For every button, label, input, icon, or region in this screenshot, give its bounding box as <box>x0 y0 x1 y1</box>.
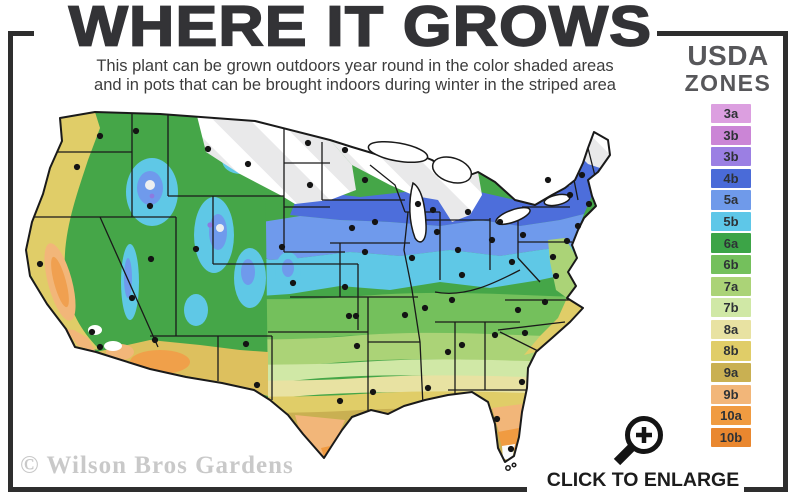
zone-swatch-label: 3a <box>723 106 739 122</box>
zone-swatch-3b-1: 3b <box>711 125 751 145</box>
zone-swatch-5a-4: 5a <box>711 190 751 210</box>
us-outline <box>25 111 611 463</box>
frame-border-bottom-right-stub <box>744 487 788 492</box>
zone-swatch-6b-7: 6b <box>711 255 751 275</box>
zone-legend: 3a 3b 3b 4b 5a 5b 6a 6b 7a 7b 8a 8b 9a 9b 10a 10b <box>711 104 751 447</box>
zone-swatch-10b-15: 10b <box>711 427 751 447</box>
subtitle: This plant can be grown outdoors year ro… <box>40 57 670 95</box>
zone-swatch-8a-10: 8a <box>711 319 751 339</box>
page-title: WHERE IT GROWS <box>67 0 652 59</box>
watermark: © Wilson Bros Gardens <box>20 452 294 479</box>
city-dots <box>36 127 593 453</box>
zone-swatch-label: 9a <box>723 365 739 381</box>
zone-swatch-label: 10b <box>719 429 743 445</box>
zone-swatch-7b-9: 7b <box>711 298 751 318</box>
great-lakes <box>367 140 571 471</box>
legend-heading: USDA ZONES <box>676 42 780 95</box>
zone-swatch-9b-13: 9b <box>711 384 751 404</box>
zone-swatch-label: 6a <box>723 235 739 251</box>
frame-border-top-left-stub <box>8 31 34 36</box>
subtitle-line-2: and in pots that can be brought indoors … <box>94 76 616 94</box>
zone-swatch-3a-0: 3a <box>711 104 751 124</box>
zone-swatch-label: 3b <box>723 149 739 165</box>
legend-heading-usda: USDA <box>687 40 769 71</box>
zone-swatch-9a-12: 9a <box>711 362 751 383</box>
subtitle-line-1: This plant can be grown outdoors year ro… <box>96 57 614 75</box>
zone-swatch-label: 7b <box>723 300 739 316</box>
zone-swatch-label: 8b <box>723 343 739 359</box>
zone-swatch-8b-11: 8b <box>711 341 751 361</box>
zone-swatch-label: 6b <box>723 257 739 273</box>
frame-border-right <box>783 31 788 492</box>
magnifier-plus-icon[interactable] <box>606 403 672 469</box>
frame-border-top-right <box>657 31 788 36</box>
click-to-enlarge-button[interactable]: CLICK TO ENLARGE <box>546 469 740 491</box>
frame-border-left <box>8 31 13 492</box>
zone-swatch-label: 4b <box>723 170 739 186</box>
zone-swatch-label: 8a <box>723 321 739 337</box>
zone-swatch-4b-3: 4b <box>711 168 751 188</box>
zone-swatch-6a-6: 6a <box>711 233 751 253</box>
zone-swatch-3b-2: 3b <box>711 147 751 167</box>
zone-swatch-10a-14: 10a <box>711 406 751 426</box>
zone-swatch-5b-5: 5b <box>711 211 751 232</box>
zone-swatch-label: 10a <box>720 408 742 424</box>
zone-swatch-label: 5a <box>723 192 739 208</box>
frame-border-bottom-left <box>8 487 527 492</box>
zone-swatch-label: 5b <box>723 213 739 229</box>
state-borders <box>28 112 597 410</box>
zone-swatch-label: 3b <box>723 127 739 143</box>
zone-swatch-7a-8: 7a <box>711 276 751 296</box>
legend-heading-zones: ZONES <box>684 70 772 96</box>
zone-swatch-label: 9b <box>723 386 739 402</box>
zone-swatch-label: 7a <box>723 278 739 294</box>
